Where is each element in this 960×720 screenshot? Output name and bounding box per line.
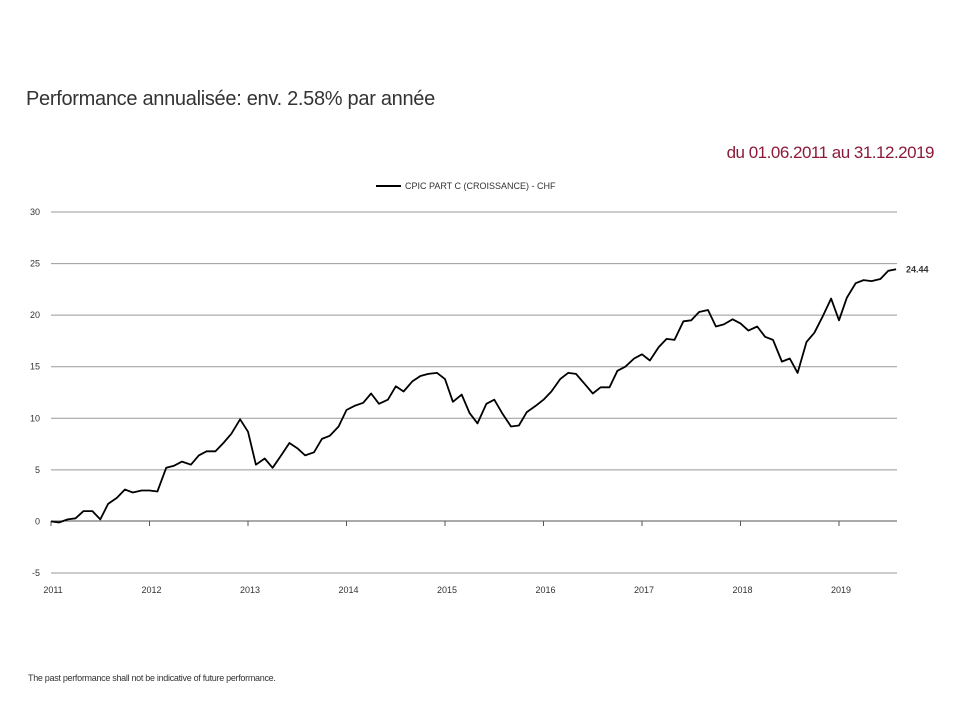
chart-series: [50, 268, 897, 524]
series-line: [50, 268, 897, 524]
y-tick-label: 20: [30, 310, 40, 320]
x-tick-label: 2015: [437, 585, 457, 595]
x-tick-label: 2011: [43, 585, 62, 595]
x-tick-label: 2013: [240, 585, 260, 595]
y-tick-label: 10: [30, 413, 40, 423]
x-tick-label: 2014: [338, 585, 358, 595]
y-tick-label: 0: [35, 516, 40, 526]
x-tick-label: 2016: [535, 585, 555, 595]
y-tick-label: 25: [30, 259, 40, 269]
chart-gridlines: [51, 211, 897, 574]
y-axis-ticks: -5 0 5 10 15 20 25 30: [30, 207, 40, 578]
chart-legend: CPIC PART C (CROISSANCE) - CHF: [376, 181, 556, 191]
x-tick-label: 2018: [732, 585, 752, 595]
x-tick-label: 2012: [141, 585, 161, 595]
y-tick-label: 15: [30, 362, 40, 372]
disclaimer-footnote: The past performance shall not be indica…: [28, 673, 276, 683]
page-title: Performance annualisée: env. 2.58% par a…: [26, 88, 435, 110]
y-tick-label: 5: [35, 465, 40, 475]
x-tick-label: 2017: [634, 585, 654, 595]
legend-label: CPIC PART C (CROISSANCE) - CHF: [405, 181, 556, 191]
y-tick-label: -5: [32, 568, 40, 578]
y-tick-label: 30: [30, 207, 40, 217]
x-tick-label: 2019: [831, 585, 851, 595]
x-axis-ticks: 2011 2012 2013 2014 2015 2016 2017 2018 2019: [43, 521, 851, 595]
period-label: du 01.06.2011 au 31.12.2019: [726, 143, 935, 162]
end-value-label: 24.44: [906, 264, 929, 274]
